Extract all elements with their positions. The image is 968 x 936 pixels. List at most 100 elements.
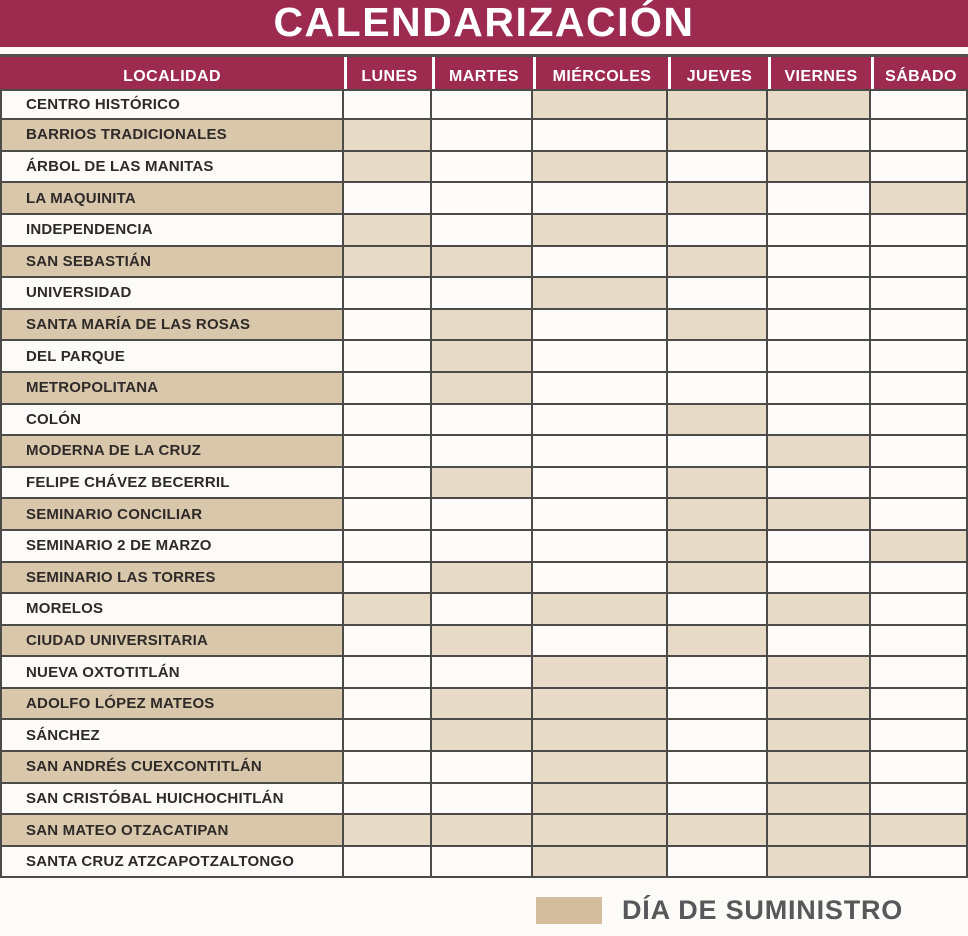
supply-day-cell — [768, 846, 871, 879]
locality-label: BARRIOS TRADICIONALES — [0, 120, 344, 152]
supply-day-cell — [768, 815, 871, 847]
locality-label: SAN ANDRÉS CUEXCONTITLÁN — [0, 752, 344, 784]
supply-day-cell — [533, 657, 668, 689]
empty-day-cell — [768, 278, 871, 310]
empty-day-cell — [432, 120, 533, 152]
empty-day-cell — [432, 183, 533, 215]
supply-day-cell — [768, 783, 871, 816]
empty-day-cell — [871, 499, 968, 531]
empty-day-cell — [344, 309, 432, 342]
supply-day-cell — [768, 688, 871, 721]
empty-day-cell — [768, 530, 871, 563]
empty-day-cell — [871, 846, 968, 879]
legend-swatch — [536, 897, 602, 924]
empty-day-cell — [768, 625, 871, 658]
locality-label: DEL PARQUE — [0, 341, 344, 373]
supply-day-cell — [768, 720, 871, 753]
empty-day-cell — [871, 720, 968, 753]
empty-day-cell — [768, 467, 871, 500]
empty-day-cell — [871, 562, 968, 595]
supply-day-cell — [432, 246, 533, 279]
supply-day-cell — [668, 562, 768, 595]
locality-label: SANTA CRUZ ATZCAPOTZALTONGO — [0, 846, 344, 879]
supply-day-cell — [432, 341, 533, 373]
supply-day-cell — [432, 625, 533, 658]
empty-day-cell — [871, 278, 968, 310]
locality-label: INDEPENDENCIA — [0, 214, 344, 247]
empty-day-cell — [344, 688, 432, 721]
empty-day-cell — [871, 594, 968, 626]
empty-day-cell — [533, 183, 668, 215]
empty-day-cell — [344, 499, 432, 531]
empty-day-cell — [768, 309, 871, 342]
empty-day-cell — [668, 688, 768, 721]
empty-day-cell — [344, 404, 432, 437]
locality-label: CIUDAD UNIVERSITARIA — [0, 625, 344, 658]
empty-day-cell — [768, 120, 871, 152]
empty-day-cell — [432, 783, 533, 816]
locality-label: NUEVA OXTOTITLÁN — [0, 657, 344, 689]
empty-day-cell — [344, 88, 432, 121]
empty-day-cell — [668, 151, 768, 184]
locality-label: SEMINARIO CONCILIAR — [0, 499, 344, 531]
empty-day-cell — [432, 752, 533, 784]
supply-day-cell — [533, 846, 668, 879]
supply-day-cell — [344, 815, 432, 847]
supply-day-cell — [668, 88, 768, 121]
empty-day-cell — [344, 467, 432, 500]
empty-day-cell — [668, 341, 768, 373]
locality-label: SAN CRISTÓBAL HUICHOCHITLÁN — [0, 783, 344, 816]
supply-day-cell — [533, 783, 668, 816]
supply-day-cell — [768, 499, 871, 531]
supply-day-cell — [432, 815, 533, 847]
empty-day-cell — [668, 752, 768, 784]
empty-day-cell — [668, 436, 768, 468]
empty-day-cell — [871, 688, 968, 721]
empty-day-cell — [871, 625, 968, 658]
supply-day-cell — [533, 815, 668, 847]
supply-day-cell — [668, 246, 768, 279]
supply-day-cell — [668, 309, 768, 342]
supply-day-cell — [344, 246, 432, 279]
supply-day-cell — [344, 120, 432, 152]
title-banner: CALENDARIZACIÓN — [0, 0, 968, 47]
supply-day-cell — [871, 530, 968, 563]
supply-day-cell — [768, 436, 871, 468]
supply-day-cell — [668, 183, 768, 215]
empty-day-cell — [533, 436, 668, 468]
empty-day-cell — [768, 372, 871, 405]
empty-day-cell — [344, 530, 432, 563]
supply-day-cell — [768, 752, 871, 784]
supply-day-cell — [533, 88, 668, 121]
supply-day-cell — [344, 594, 432, 626]
empty-day-cell — [344, 562, 432, 595]
supply-day-cell — [668, 499, 768, 531]
empty-day-cell — [533, 372, 668, 405]
supply-day-cell — [533, 151, 668, 184]
empty-day-cell — [668, 657, 768, 689]
empty-day-cell — [533, 246, 668, 279]
empty-day-cell — [432, 436, 533, 468]
page-title: CALENDARIZACIÓN — [273, 0, 695, 45]
supply-day-cell — [668, 815, 768, 847]
empty-day-cell — [344, 783, 432, 816]
empty-day-cell — [668, 372, 768, 405]
supply-day-cell — [432, 562, 533, 595]
supply-day-cell — [668, 120, 768, 152]
empty-day-cell — [871, 657, 968, 689]
empty-day-cell — [344, 625, 432, 658]
supply-day-cell — [768, 594, 871, 626]
empty-day-cell — [668, 720, 768, 753]
locality-label: SAN SEBASTIÁN — [0, 246, 344, 279]
supply-day-cell — [432, 720, 533, 753]
locality-label: MODERNA DE LA CRUZ — [0, 436, 344, 468]
empty-day-cell — [533, 404, 668, 437]
empty-day-cell — [344, 183, 432, 215]
supply-day-cell — [533, 720, 668, 753]
empty-day-cell — [871, 404, 968, 437]
supply-day-cell — [668, 467, 768, 500]
supply-day-cell — [344, 214, 432, 247]
empty-day-cell — [432, 88, 533, 121]
supply-day-cell — [432, 688, 533, 721]
empty-day-cell — [668, 278, 768, 310]
